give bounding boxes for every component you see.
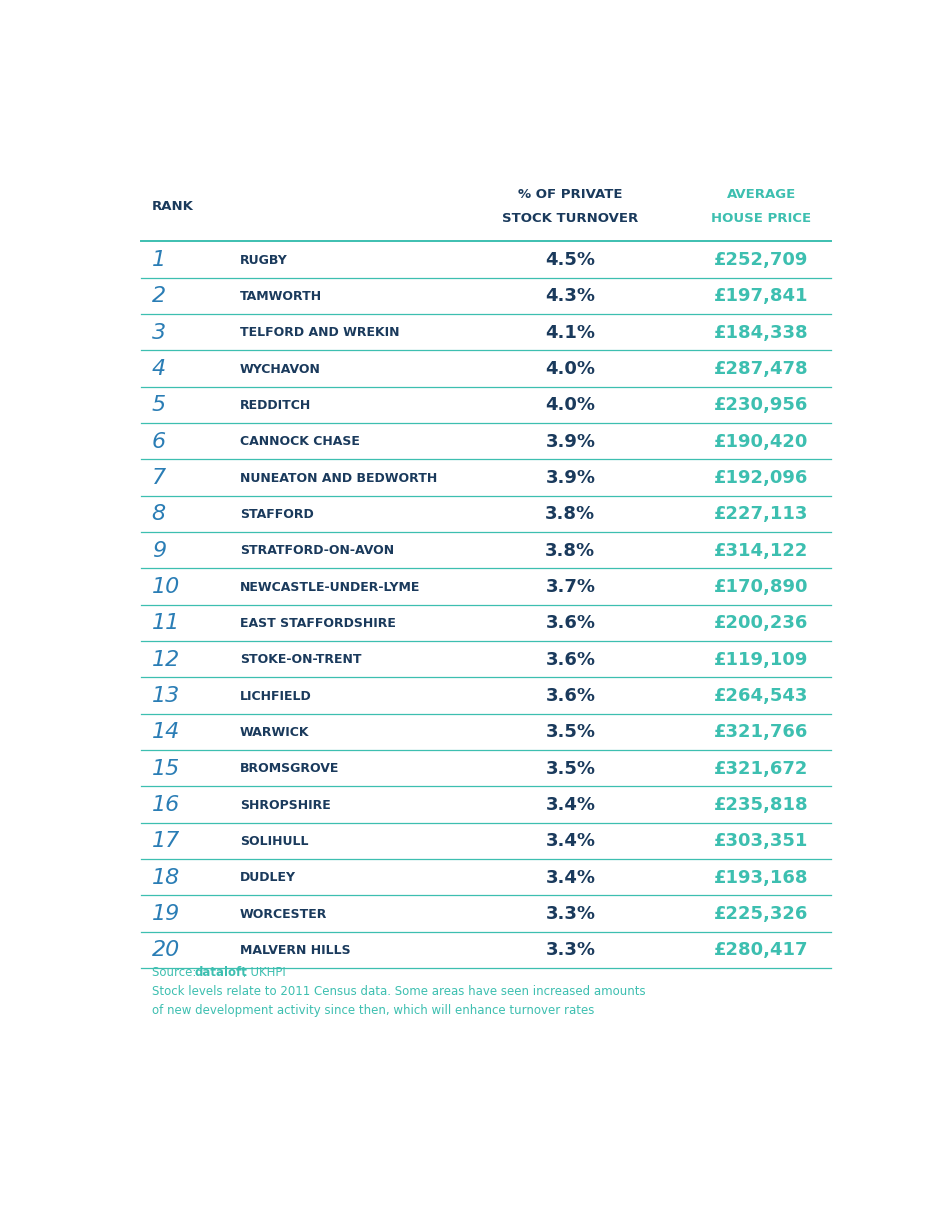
Text: dataloft: dataloft (195, 967, 247, 979)
Text: 19: 19 (152, 903, 180, 924)
Text: STAFFORD: STAFFORD (240, 508, 314, 520)
Text: 3.7%: 3.7% (545, 578, 595, 596)
Text: £190,420: £190,420 (714, 433, 809, 451)
Text: WYCHAVON: WYCHAVON (240, 362, 320, 376)
Text: £193,168: £193,168 (714, 868, 809, 886)
Text: 1: 1 (152, 250, 166, 270)
Text: Stock levels relate to 2011 Census data. Some areas have seen increased amounts: Stock levels relate to 2011 Census data.… (152, 985, 646, 998)
Text: £197,841: £197,841 (714, 287, 809, 305)
Text: 15: 15 (152, 759, 180, 778)
Text: 3.8%: 3.8% (545, 506, 595, 523)
Text: REDDITCH: REDDITCH (240, 399, 311, 412)
Text: £119,109: £119,109 (714, 651, 809, 669)
Text: , UKHPI: , UKHPI (243, 967, 285, 979)
Text: 4.5%: 4.5% (545, 252, 595, 269)
Text: 8: 8 (152, 505, 166, 524)
Text: £314,122: £314,122 (714, 542, 809, 559)
Text: £200,236: £200,236 (714, 614, 809, 632)
Text: £192,096: £192,096 (714, 469, 809, 488)
Text: 7: 7 (152, 468, 166, 488)
Text: 3: 3 (152, 322, 166, 343)
Text: £264,543: £264,543 (714, 687, 809, 705)
Text: EAST STAFFORDSHIRE: EAST STAFFORDSHIRE (240, 617, 395, 630)
Text: 10: 10 (152, 578, 180, 597)
Text: 3.4%: 3.4% (545, 868, 595, 886)
Text: 17: 17 (152, 832, 180, 851)
Text: £252,709: £252,709 (714, 252, 809, 269)
Text: 6: 6 (152, 432, 166, 452)
Text: TELFORD AND WREKIN: TELFORD AND WREKIN (240, 326, 399, 339)
Text: 2: 2 (152, 287, 166, 306)
Text: 14: 14 (152, 722, 180, 743)
Text: 16: 16 (152, 795, 180, 815)
Text: 3.5%: 3.5% (545, 724, 595, 742)
Text: 13: 13 (152, 686, 180, 706)
Text: NUNEATON AND BEDWORTH: NUNEATON AND BEDWORTH (240, 472, 437, 485)
Text: TAMWORTH: TAMWORTH (240, 289, 322, 303)
Text: £230,956: £230,956 (714, 396, 809, 415)
Text: MALVERN HILLS: MALVERN HILLS (240, 944, 351, 957)
Text: £303,351: £303,351 (714, 833, 809, 850)
Text: WORCESTER: WORCESTER (240, 907, 327, 921)
Text: SOLIHULL: SOLIHULL (240, 835, 308, 848)
Text: 3.4%: 3.4% (545, 796, 595, 814)
Text: Source:: Source: (152, 967, 200, 979)
Text: £184,338: £184,338 (714, 323, 809, 342)
Text: 18: 18 (152, 868, 180, 888)
Text: 3.5%: 3.5% (545, 760, 595, 778)
Text: SHROPSHIRE: SHROPSHIRE (240, 799, 331, 811)
Text: £225,326: £225,326 (714, 905, 809, 923)
Text: 3.4%: 3.4% (545, 833, 595, 850)
Text: NEWCASTLE-UNDER-LYME: NEWCASTLE-UNDER-LYME (240, 580, 420, 593)
Text: % OF PRIVATE: % OF PRIVATE (519, 188, 623, 201)
Text: RANK: RANK (152, 201, 193, 213)
Text: 3.3%: 3.3% (545, 941, 595, 959)
Text: 4.0%: 4.0% (545, 396, 595, 415)
Text: STRATFORD-ON-AVON: STRATFORD-ON-AVON (240, 545, 393, 557)
Text: 3.6%: 3.6% (545, 687, 595, 705)
Text: WARWICK: WARWICK (240, 726, 309, 739)
Text: HOUSE PRICE: HOUSE PRICE (711, 213, 811, 225)
Text: AVERAGE: AVERAGE (727, 188, 796, 201)
Text: £235,818: £235,818 (714, 796, 809, 814)
Text: DUDLEY: DUDLEY (240, 871, 296, 884)
Text: 3.6%: 3.6% (545, 651, 595, 669)
Text: 5: 5 (152, 395, 166, 416)
Text: 3.9%: 3.9% (545, 469, 595, 488)
Text: 9: 9 (152, 541, 166, 561)
Text: 4.0%: 4.0% (545, 360, 595, 378)
Text: £170,890: £170,890 (714, 578, 809, 596)
Text: STOKE-ON-TRENT: STOKE-ON-TRENT (240, 653, 361, 666)
Text: £227,113: £227,113 (714, 506, 809, 523)
Text: 3.8%: 3.8% (545, 542, 595, 559)
Text: 3.9%: 3.9% (545, 433, 595, 451)
Text: £321,766: £321,766 (714, 724, 809, 742)
Text: £280,417: £280,417 (714, 941, 809, 959)
Text: £287,478: £287,478 (714, 360, 809, 378)
Text: 20: 20 (152, 940, 180, 961)
Text: 3.3%: 3.3% (545, 905, 595, 923)
Text: 4.1%: 4.1% (545, 323, 595, 342)
Text: 12: 12 (152, 649, 180, 670)
Text: 4: 4 (152, 359, 166, 379)
Text: BROMSGROVE: BROMSGROVE (240, 762, 339, 776)
Text: of new development activity since then, which will enhance turnover rates: of new development activity since then, … (152, 1003, 594, 1017)
Text: CANNOCK CHASE: CANNOCK CHASE (240, 435, 359, 449)
Text: £321,672: £321,672 (714, 760, 809, 778)
Text: RUGBY: RUGBY (240, 254, 287, 266)
Text: 11: 11 (152, 613, 180, 634)
Text: 3.6%: 3.6% (545, 614, 595, 632)
Text: 4.3%: 4.3% (545, 287, 595, 305)
Text: STOCK TURNOVER: STOCK TURNOVER (502, 213, 638, 225)
Text: LICHFIELD: LICHFIELD (240, 689, 312, 703)
